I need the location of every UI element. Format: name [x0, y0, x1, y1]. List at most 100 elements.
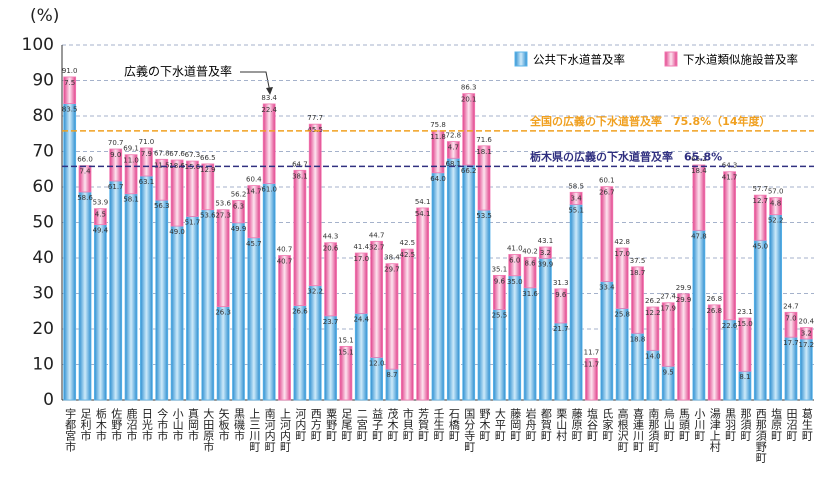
value-label: 12.7	[752, 197, 768, 205]
bar-segment	[216, 306, 230, 401]
x-tick-label: 湯津上村	[708, 408, 721, 452]
bar-segment	[140, 147, 153, 177]
total-label: 91.0	[62, 67, 78, 75]
value-label: 23.7	[323, 318, 339, 326]
value-label: 27.3	[215, 212, 231, 220]
bar-segment	[707, 304, 721, 401]
bar-segment	[554, 288, 568, 324]
value-label: 8.6	[525, 259, 537, 267]
value-label: 56.3	[154, 202, 170, 210]
bar-segment	[631, 266, 644, 334]
x-tick-label: 足尾町	[340, 408, 353, 441]
value-label: 66.2	[461, 167, 477, 175]
x-tick-label: 茂木町	[386, 407, 399, 441]
x-tick-label: 塩谷町	[585, 407, 598, 441]
total-label: 60.4	[246, 176, 262, 184]
bar-segment	[370, 240, 383, 358]
value-label: 7.5	[64, 79, 75, 87]
x-tick-label: 黒羽町	[724, 408, 737, 441]
x-tick-label: 市貝町	[401, 407, 414, 441]
value-label: 64.0	[430, 175, 446, 183]
value-label: 24.4	[353, 315, 369, 323]
legend-swatch	[514, 51, 528, 67]
x-tick-label: 芳賀町	[417, 407, 430, 441]
bar-segment	[247, 237, 261, 401]
total-label: 15.1	[338, 336, 354, 344]
legend-label: 下水道類似施設普及率	[683, 53, 798, 67]
value-label: 6.3	[233, 202, 244, 210]
bar-segment	[109, 180, 123, 401]
bar-segment	[753, 239, 767, 401]
value-label: 8.7	[386, 371, 397, 379]
total-label: 53.9	[93, 199, 109, 207]
bar-segment	[677, 293, 690, 401]
bar-segment	[262, 103, 276, 184]
x-tick-label: 鹿沼市	[125, 407, 138, 442]
bar-segment	[155, 158, 169, 201]
value-label: 9.5	[663, 368, 674, 376]
bar-segment	[339, 345, 353, 401]
y-tick-label: 90	[32, 71, 54, 91]
value-label: 35.0	[507, 278, 523, 286]
value-label: 17.2	[799, 341, 815, 349]
bar-segment	[216, 209, 230, 308]
total-label: 58.5	[568, 182, 584, 190]
value-label: 49.4	[93, 227, 109, 235]
x-tick-label: 佐野市	[110, 407, 123, 442]
value-label: 18.8	[630, 335, 646, 343]
total-label: 56.2	[231, 190, 247, 198]
total-label: 66.2	[691, 155, 707, 163]
value-label: 11.8	[430, 133, 446, 141]
value-label: 20.1	[461, 96, 477, 104]
reference-label: 栃木県の広義の下水道普及率 65.8%	[530, 149, 722, 163]
x-tick-label: 日光市	[140, 408, 153, 442]
value-label: 63.1	[139, 178, 155, 186]
value-label: 17.9	[660, 305, 676, 313]
value-label: 45.0	[752, 242, 768, 250]
value-label: 22.6	[722, 322, 738, 330]
total-label: 27.4	[660, 293, 676, 301]
x-tick-label: 藤岡町	[509, 408, 522, 441]
bar-segment	[278, 255, 291, 401]
x-tick-label: 河内町	[294, 408, 307, 441]
total-label: 66.0	[77, 156, 93, 164]
bar-segment	[769, 197, 783, 216]
total-label: 66.5	[200, 154, 216, 162]
total-label: 71.0	[139, 138, 155, 146]
value-label: 25.5	[492, 311, 508, 319]
value-label: 40.7	[277, 258, 293, 266]
total-label: 40.2	[522, 247, 538, 255]
x-tick-label: 大田原市	[202, 407, 215, 453]
x-tick-label: 小山市	[171, 408, 184, 442]
total-label: 26.8	[706, 295, 722, 303]
value-label: 14.7	[246, 188, 262, 196]
bar-segment	[170, 159, 184, 227]
total-label: 24.7	[783, 302, 799, 310]
bar-segment	[170, 225, 184, 401]
y-tick-label: 100	[22, 35, 54, 55]
value-label: 17.7	[783, 339, 799, 347]
x-tick-label: 岩舟町	[524, 407, 537, 441]
x-tick-label: 足利市	[79, 408, 92, 442]
bar-segment	[784, 311, 798, 338]
total-label: 40.7	[277, 246, 293, 254]
value-label: 7.9	[141, 150, 152, 158]
x-tick-label: 益子町	[371, 407, 384, 441]
value-label: 53.5	[476, 212, 492, 220]
total-label: 44.7	[369, 231, 385, 239]
value-label: 3.4	[571, 194, 583, 202]
bar-segment	[324, 242, 337, 317]
bar-segment	[186, 216, 199, 401]
bar-segment	[799, 327, 813, 340]
value-label: 58.1	[123, 196, 139, 204]
bar-segment	[63, 103, 77, 401]
bar-segment	[600, 186, 614, 282]
value-label: 18.7	[630, 269, 646, 277]
value-label: 29.9	[676, 296, 692, 304]
value-label: 21.7	[553, 325, 569, 333]
bar-segment	[155, 199, 169, 401]
total-label: 67.6	[169, 150, 185, 158]
value-label: 9.6	[494, 277, 506, 285]
bar-segment	[723, 319, 736, 401]
